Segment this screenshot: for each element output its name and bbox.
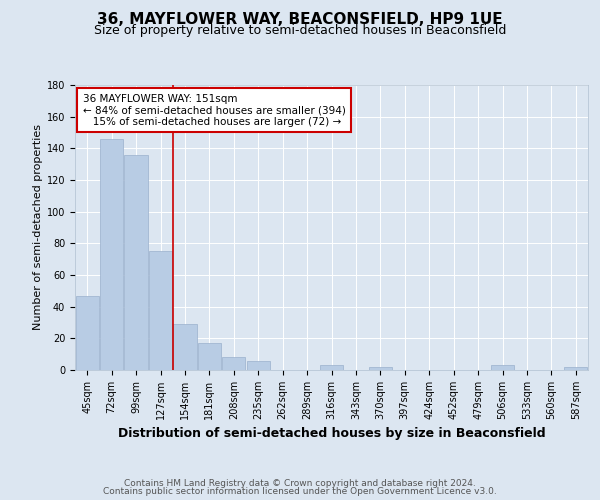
Text: Size of property relative to semi-detached houses in Beaconsfield: Size of property relative to semi-detach… (94, 24, 506, 37)
Y-axis label: Number of semi-detached properties: Number of semi-detached properties (32, 124, 43, 330)
Text: 36, MAYFLOWER WAY, BEACONSFIELD, HP9 1UE: 36, MAYFLOWER WAY, BEACONSFIELD, HP9 1UE (97, 12, 503, 28)
Bar (173, 324, 197, 370)
Text: Contains HM Land Registry data © Crown copyright and database right 2024.: Contains HM Land Registry data © Crown c… (124, 478, 476, 488)
Bar (100, 139, 123, 370)
Bar (564, 367, 587, 370)
Bar (369, 367, 392, 370)
Bar (124, 154, 148, 370)
X-axis label: Distribution of semi-detached houses by size in Beaconsfield: Distribution of semi-detached houses by … (118, 428, 545, 440)
Bar (76, 296, 99, 370)
Bar (247, 360, 270, 370)
Bar (198, 343, 221, 370)
Bar (491, 365, 514, 370)
Text: Contains public sector information licensed under the Open Government Licence v3: Contains public sector information licen… (103, 487, 497, 496)
Bar (149, 251, 172, 370)
Text: 36 MAYFLOWER WAY: 151sqm
← 84% of semi-detached houses are smaller (394)
   15% : 36 MAYFLOWER WAY: 151sqm ← 84% of semi-d… (83, 94, 346, 126)
Bar (222, 358, 245, 370)
Bar (320, 365, 343, 370)
